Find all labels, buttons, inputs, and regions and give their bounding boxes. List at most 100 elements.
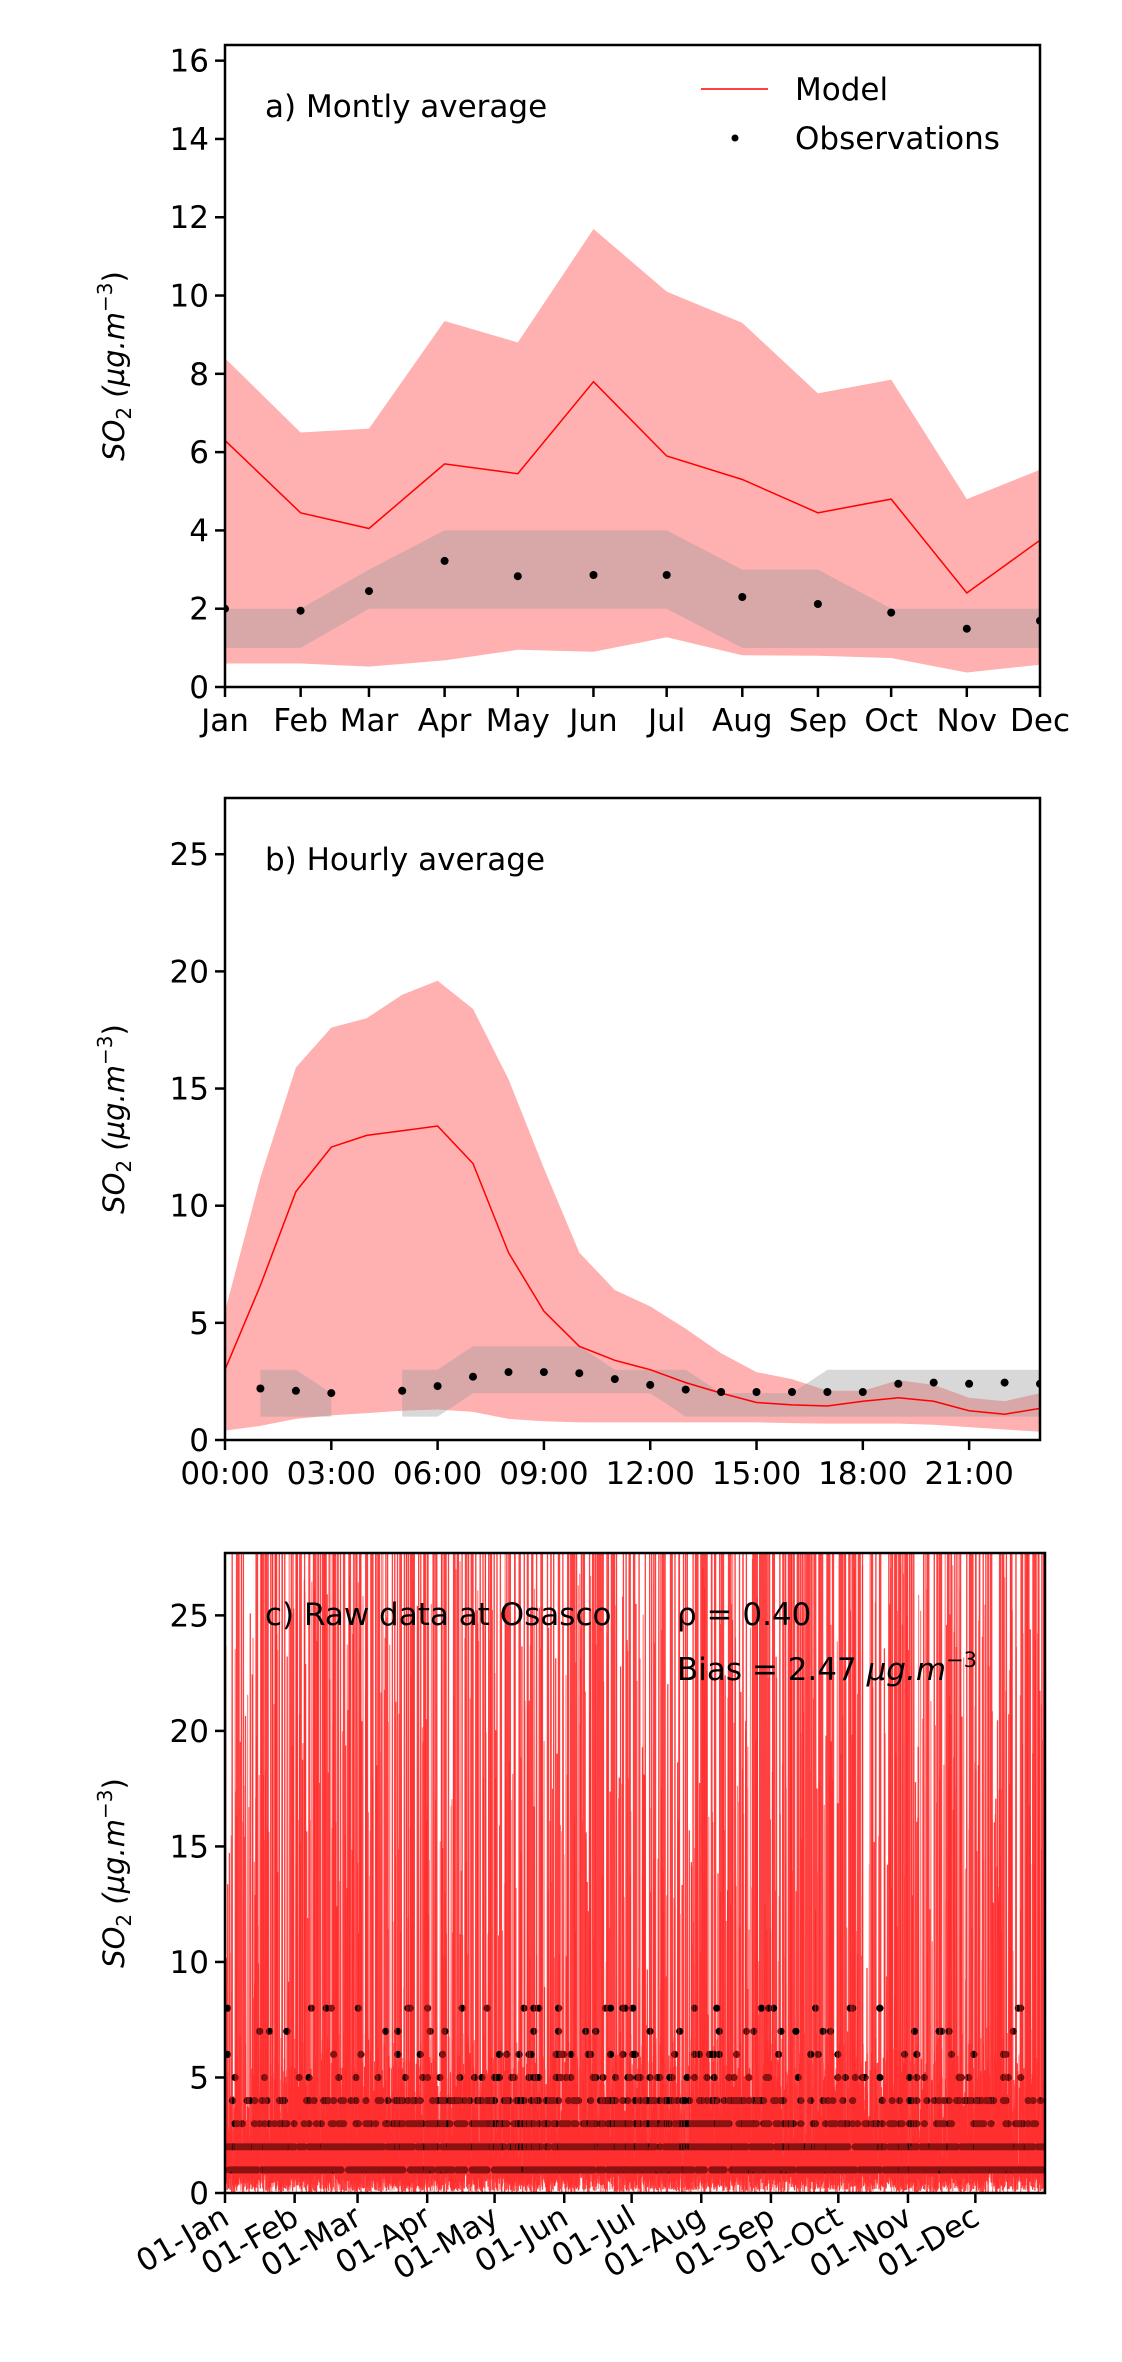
observation-point [813, 600, 822, 608]
observation-point [858, 1388, 867, 1396]
observation-point [717, 1388, 726, 1396]
observations-iqr-band [225, 530, 1040, 648]
bias-unit-exponent: −3 [946, 1648, 977, 1672]
y-tick-label: 15 [170, 1072, 209, 1108]
raw-observation-point [676, 2027, 684, 2035]
panel-hourly-average: 0 5 10 15 20 25 00:00 03:00 06:00 09:00 12:00 15:0… [93, 796, 1042, 1492]
observation-point [965, 1379, 974, 1388]
raw-observation-point [770, 2004, 778, 2012]
observation-point [504, 1368, 513, 1377]
y-tick-label: 14 [170, 122, 209, 158]
observation-point [398, 1386, 407, 1395]
legend: Model Observations [701, 72, 1000, 157]
ylabel-subscript: 2 [112, 407, 136, 420]
y-tick-label: 5 [189, 2060, 209, 2096]
x-tick-label: Aug [712, 703, 773, 739]
x-tick-label: 00:00 [180, 1456, 269, 1492]
model-line [225, 1125, 1040, 1415]
observation-point [327, 1389, 336, 1398]
observation-point [681, 1385, 690, 1394]
ylabel-exponent: −3 [93, 1790, 117, 1819]
y-tick-label: 15 [170, 1829, 209, 1865]
y-axis-label-b: SO2 (µg.m−3) [93, 1024, 136, 1214]
x-tick-label: Jun [567, 703, 617, 739]
x-tick-label: Jan [199, 703, 249, 739]
raw-observation-point [495, 2050, 503, 2058]
observation-point [662, 571, 671, 579]
y-tick-label: 8 [189, 357, 209, 393]
axes-frame-a [223, 43, 1042, 689]
observation-point [894, 1379, 903, 1388]
ylabel-close: ) [97, 271, 131, 282]
observation-point [646, 1380, 655, 1389]
x-tick-label: Dec [1010, 703, 1070, 739]
x-tick-label: 03:00 [287, 1456, 376, 1492]
x-tick-label: Mar [340, 703, 399, 739]
raw-observation-point [629, 2004, 637, 2012]
ylabel-unit: (µg.m [97, 1065, 131, 1160]
observation-point [929, 1378, 938, 1387]
observation-point [1000, 1378, 1009, 1387]
y-tick-label: 4 [189, 513, 209, 549]
y-tick-label: 25 [170, 837, 209, 873]
x-tick-label: Apr [418, 703, 472, 739]
observation-point [887, 608, 896, 617]
ylabel-species: SO [97, 1927, 131, 1968]
bias-unit: µg.m [857, 1652, 946, 1688]
correlation-annotation: ρ = 0.40 [677, 1597, 811, 1633]
raw-observation-point [876, 2004, 884, 2012]
ylabel-close: ) [97, 1778, 131, 1789]
y-tick-label: 5 [189, 1306, 209, 1342]
legend-model-label: Model [795, 72, 888, 108]
ylabel-subscript: 2 [112, 1914, 136, 1927]
x-tick-label: Jul [646, 703, 685, 739]
observation-point [513, 572, 522, 581]
legend-observations-label: Observations [795, 121, 1000, 157]
x-tick-label: 06:00 [393, 1456, 482, 1492]
y-tick-label: 20 [170, 1714, 209, 1750]
x-tick-label: 18:00 [818, 1456, 907, 1492]
observation-point [433, 1382, 442, 1391]
y-tick-label: 25 [170, 1598, 209, 1634]
model-range-band [225, 229, 1040, 673]
raw-observation-point [683, 2073, 691, 2082]
raw-observation-point [757, 2004, 765, 2012]
ylabel-exponent: −3 [93, 1036, 117, 1065]
raw-observation-point [710, 2073, 718, 2082]
x-tick-label: 09:00 [499, 1456, 588, 1492]
ylabel-close: ) [97, 1024, 131, 1035]
raw-observation-point [715, 2027, 723, 2035]
y-tick-label: 0 [189, 1423, 209, 1459]
panel-monthly-average: 0 2 4 6 8 10 12 14 16 Jan Feb Mar Apr May Jun Jul Aug Se… [93, 44, 1070, 739]
y-tick-label: 2 [189, 592, 209, 628]
raw-model-trace-overlay [225, 1553, 1045, 2193]
ylabel-species: SO [97, 1173, 131, 1214]
raw-observation-point [713, 2004, 721, 2012]
observation-point [440, 556, 449, 565]
panel-b-title: b) Hourly average [265, 842, 545, 878]
ylabel-species: SO [97, 420, 131, 461]
observation-point [589, 571, 598, 579]
model-line [225, 380, 1040, 595]
x-tick-label: 12:00 [606, 1456, 695, 1492]
raw-observation-point [495, 2073, 503, 2082]
y-tick-label: 6 [189, 435, 209, 471]
x-tick-label: Sep [789, 703, 847, 739]
axes-frame-c [223, 1551, 1047, 2195]
observation-point [575, 1369, 584, 1378]
y-tick-label: 10 [170, 1945, 209, 1981]
axes-frame-b [223, 796, 1042, 1442]
y-tick-label: 0 [189, 2176, 209, 2212]
observation-point [296, 606, 305, 615]
observation-point [365, 587, 373, 596]
legend-observations-marker [731, 134, 739, 142]
x-tick-label: 21:00 [924, 1456, 1013, 1492]
raw-observation-point [606, 2004, 615, 2012]
x-tick-label: May [486, 703, 550, 739]
y-tick-label: 10 [170, 1189, 209, 1225]
observation-point [962, 624, 971, 633]
observation-point [256, 1384, 265, 1393]
x-tick-label: Feb [273, 703, 328, 739]
ylabel-subscript: 2 [112, 1160, 136, 1173]
